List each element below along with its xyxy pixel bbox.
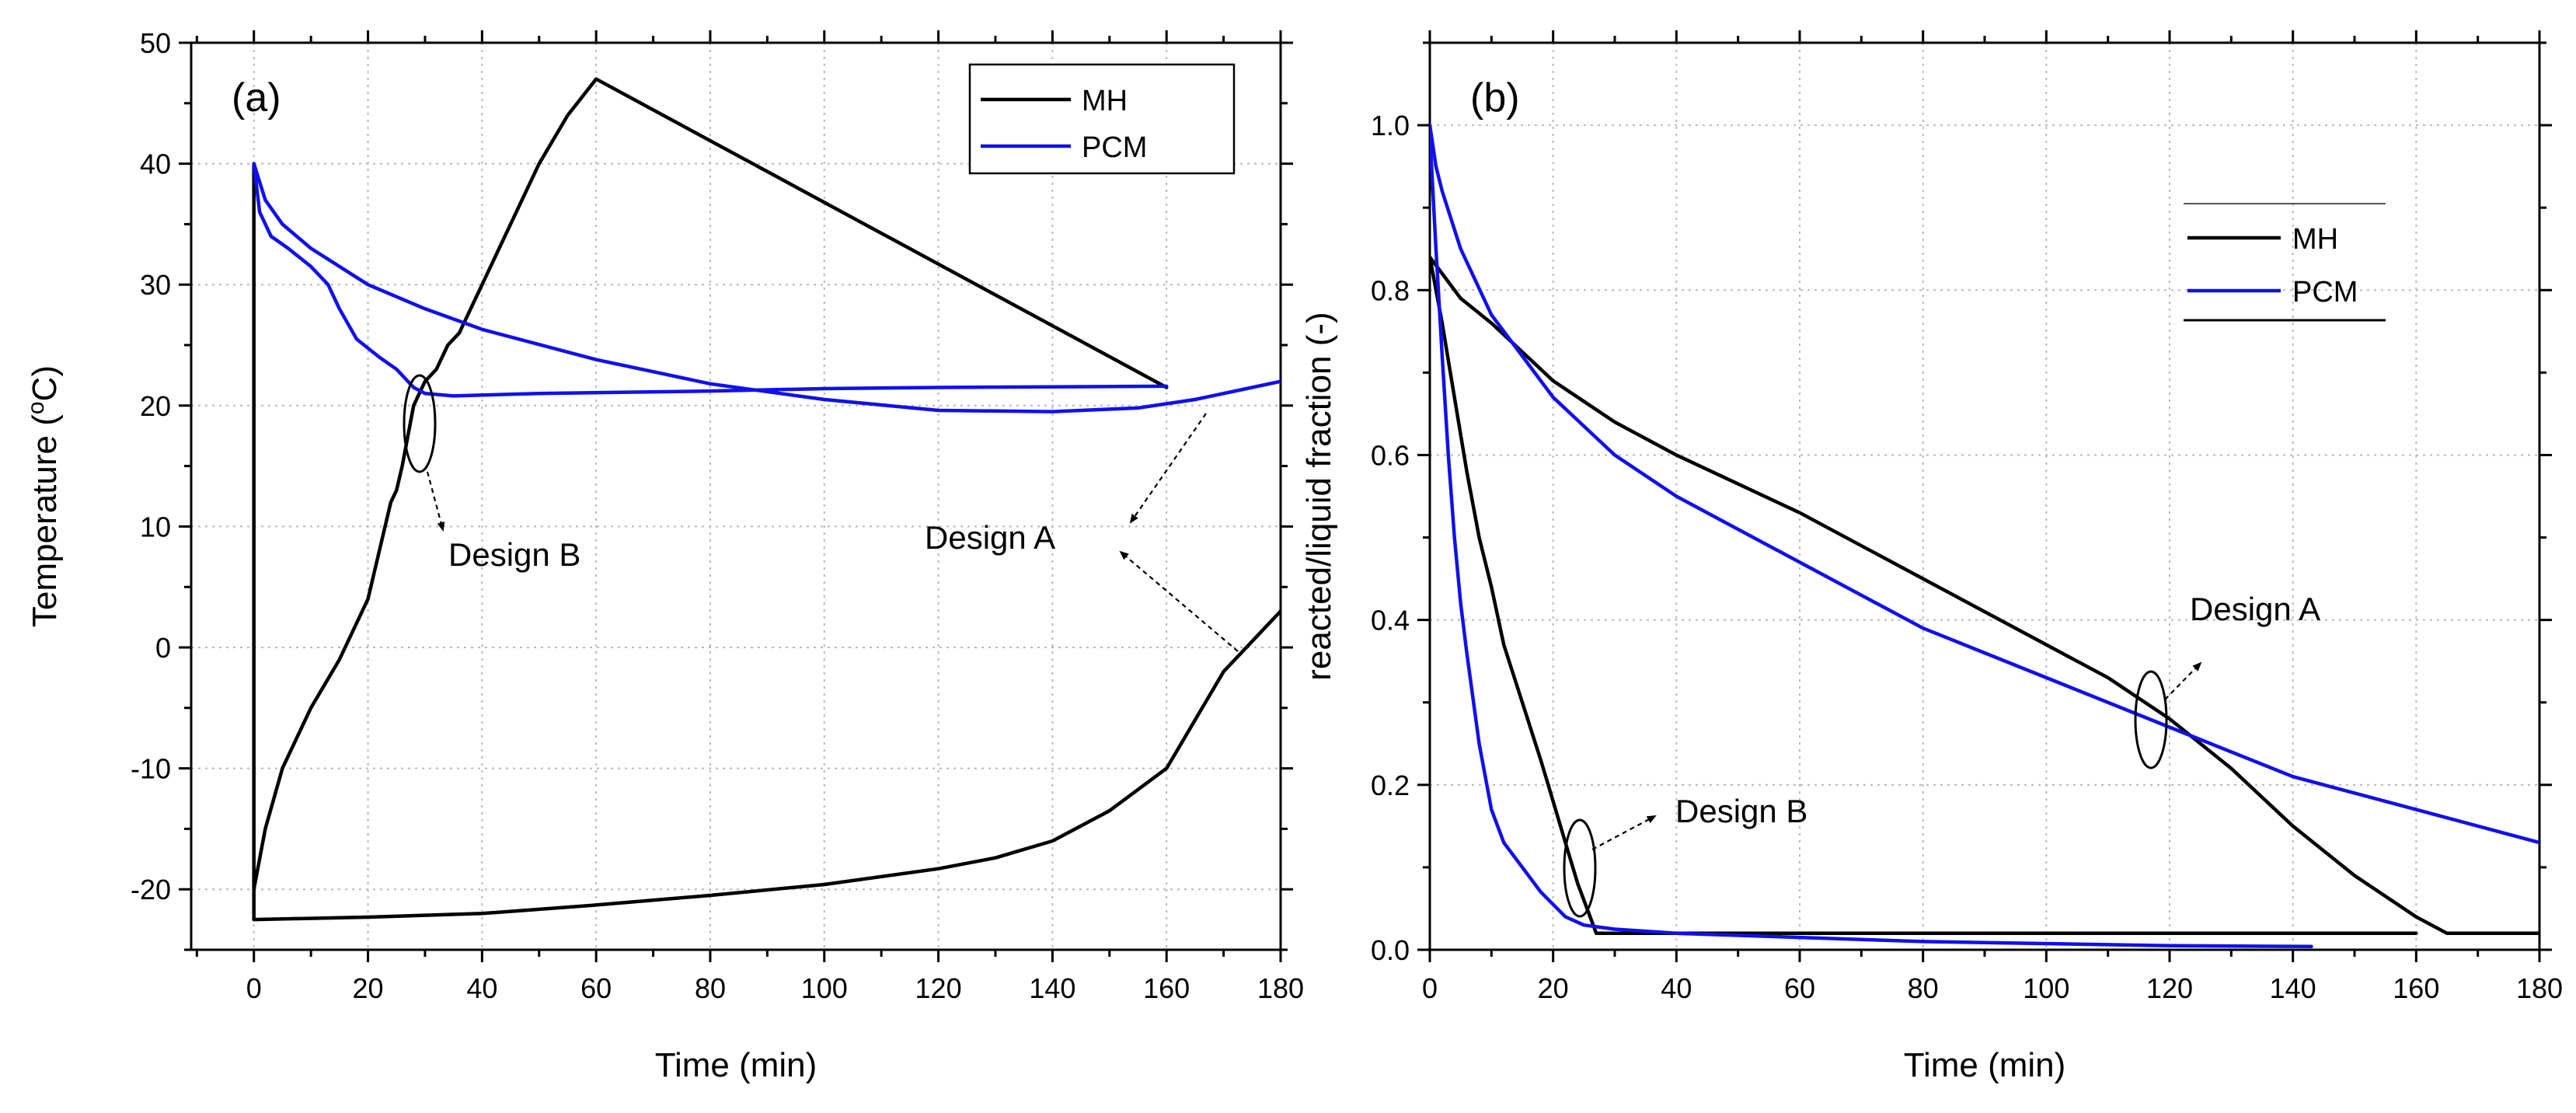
y-tick-label: -20 [131,874,171,905]
x-tick-label: 60 [1784,972,1815,1004]
ticks [179,30,1293,962]
x-tick-label: 0 [1422,972,1438,1004]
x-tick-label: 140 [2270,972,2316,1004]
x-tick-label: 80 [1908,972,1939,1004]
legend-label: MH [2292,223,2338,256]
design-b-label: Design B [1675,793,1807,829]
annotations: Design A Design B [1563,591,2320,918]
annotations: Design B Design A [403,374,1239,652]
x-tick-label: 100 [801,972,848,1004]
y-tick-label: 0 [155,632,171,664]
x-tick-label: 160 [1143,972,1190,1004]
x-tick-label: 160 [2393,972,2439,1004]
y-tick-label: 0.8 [1371,274,1410,306]
legend: MH PCM [2184,203,2386,322]
series-line-pcm-design-b [1430,131,2313,949]
legend-label: PCM [1082,131,1147,164]
x-tick-label: 60 [580,972,612,1004]
y-tick-label: 0.2 [1371,769,1410,801]
x-tick-label: 120 [915,972,962,1004]
x-tick-label: 20 [1538,972,1569,1004]
legend-label: PCM [2292,276,2358,309]
x-tick-label: 40 [1661,972,1692,1004]
x-tick-label: 80 [695,972,726,1004]
design-a-arrow-upper [1129,413,1207,524]
y-tick-label: 40 [140,148,171,180]
design-b-label: Design B [448,536,580,573]
y-axis-label-main: Temperature ( [26,414,64,627]
series-line-pcm-design-a [1430,123,2539,845]
x-tick-label: 100 [2023,972,2069,1004]
y-tick-label: 0.0 [1371,934,1410,966]
y-tick-label: 30 [140,269,171,301]
design-b-ellipse [403,374,437,473]
grid [191,42,1281,950]
y-tick-label: 50 [140,27,171,59]
series-line-mh-design-b [252,77,1169,891]
series-line-pcm-design-b [252,162,1169,398]
y-tick-label: 0.4 [1371,605,1410,637]
y-tick-label: 20 [140,390,171,422]
x-tick-label: 40 [466,972,497,1004]
legend-box [968,63,1236,175]
design-b-arrow [426,471,445,532]
y-axis-label: Temperature (oC) [23,365,64,627]
design-b-ellipse [1563,818,1597,918]
panel-label: (a) [232,75,281,120]
design-a-ellipse [2134,670,2168,769]
series-group [252,77,1281,922]
x-tick-label: 180 [2516,972,2563,1004]
y-tick-label: -10 [131,753,171,785]
series-line-mh-design-a [1430,255,2539,936]
x-tick-label: 180 [1257,972,1304,1004]
axes-frame [1428,41,2541,951]
series-group [1430,123,2539,949]
series-line-mh-design-a [252,609,1281,922]
y-tick-label: 1.0 [1371,110,1410,141]
x-tick-label: 120 [2146,972,2193,1004]
design-b-arrow [1591,815,1657,850]
panel-label: (b) [1470,75,1520,120]
y-tick-label: 0.6 [1371,439,1410,471]
x-axis-label: Time (min) [1904,1046,2066,1084]
y-axis-label-sup: o [23,401,49,414]
legend: MH PCM [968,63,1236,175]
x-tick-label: 0 [246,972,262,1004]
ticks [1417,30,2552,962]
y-axis-label-tail: C) [26,365,64,401]
y-tick-label: 10 [140,511,171,543]
series-line-pcm-design-a [252,162,1281,413]
x-tick-label: 20 [353,972,384,1004]
x-tick-label: 140 [1029,972,1075,1004]
axes-frame [190,41,1282,951]
chart-panel-a: 0 20 40 60 80 100 120 140 160 180 -20 -10 0 10 20 30 40 5… [23,27,1304,1084]
series-line-mh-design-b [1430,255,2418,936]
y-axis-label: reacted/liquid fraction (-) [1300,312,1338,680]
grid [1429,43,2540,951]
x-axis-label: Time (min) [655,1046,817,1084]
legend-label: MH [1082,85,1128,117]
chart-panel-b: 0 20 40 60 80 100 120 140 160 180 0.0 0.2 0.4 0.6 0.8 1… [1300,30,2563,1084]
design-a-arrow-lower [1119,550,1239,652]
design-a-label: Design A [925,519,1055,556]
design-a-label: Design A [2190,591,2320,627]
